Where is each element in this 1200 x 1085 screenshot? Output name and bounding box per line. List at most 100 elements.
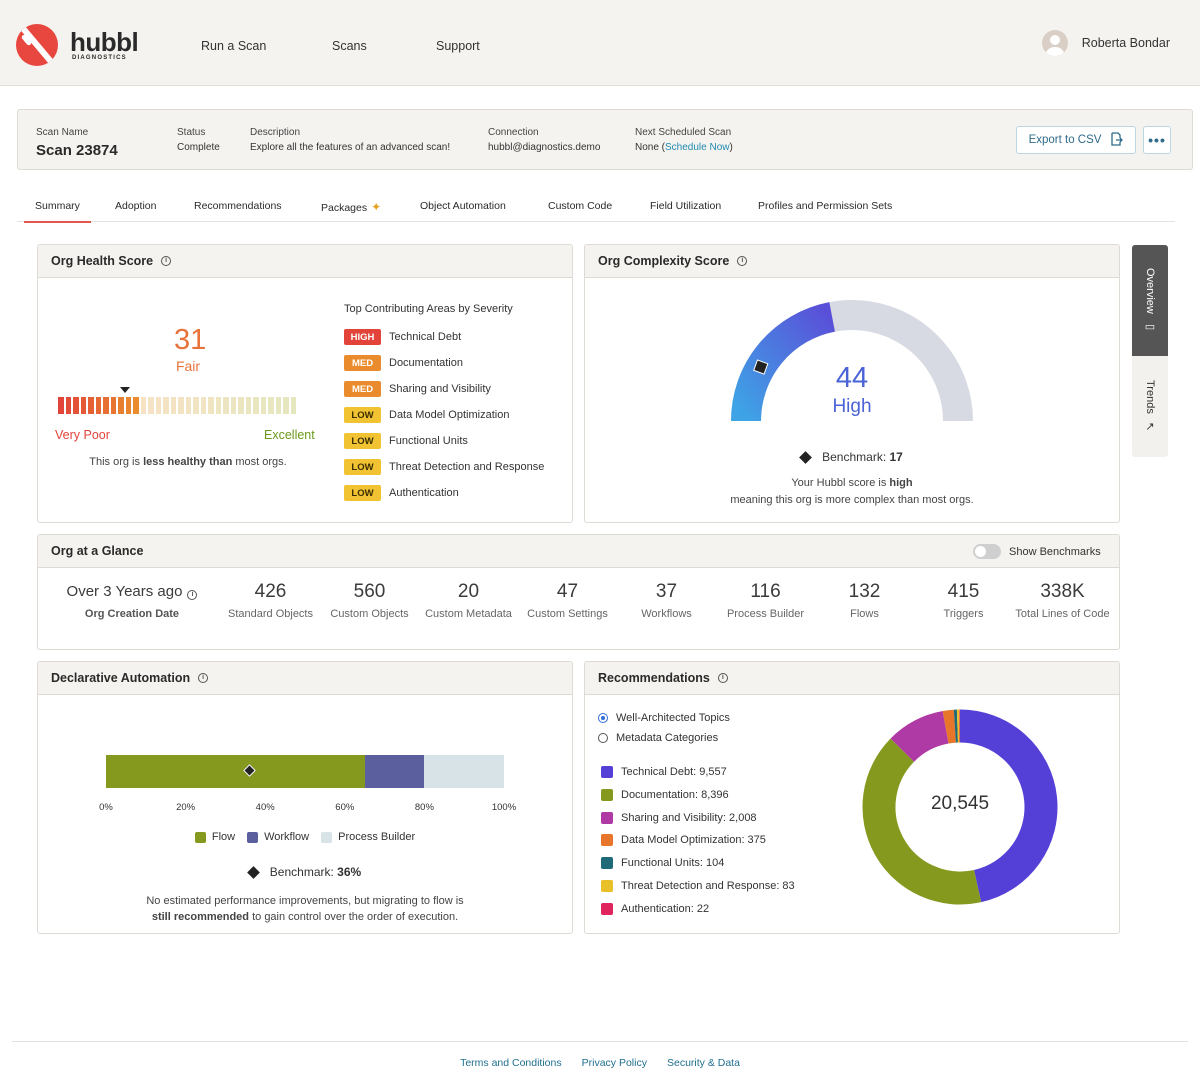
org-at-a-glance-title: Org at a Glance (51, 544, 144, 558)
legend-swatch (601, 880, 613, 892)
severity-badge: LOW (344, 485, 381, 501)
toggle-switch[interactable] (973, 544, 1001, 559)
automation-bar-segment (424, 755, 504, 788)
contributing-area-name: Data Model Optimization (389, 409, 510, 421)
health-scale-segment (125, 397, 131, 414)
privacy-link[interactable]: Privacy Policy (581, 1056, 647, 1069)
info-icon[interactable]: i (737, 256, 748, 266)
radio-button[interactable] (598, 713, 608, 723)
info-icon[interactable]: i (717, 673, 728, 683)
show-benchmarks-toggle[interactable]: Show Benchmarks (973, 544, 1101, 559)
tab-recommendations[interactable]: Recommendations (194, 200, 282, 212)
legend-label: Data Model Optimization: 375 (621, 834, 766, 847)
tab-profiles-permission-sets[interactable]: Profiles and Permission Sets (758, 200, 893, 212)
legend-label: Documentation: 8,396 (621, 788, 729, 801)
description-value: Explore all the features of an advanced … (250, 142, 451, 153)
export-csv-button[interactable]: Export to CSV (1016, 126, 1136, 154)
radio-button[interactable] (598, 733, 608, 743)
info-icon[interactable]: i (198, 673, 209, 683)
glance-stat-value: 560 (353, 581, 386, 602)
legend-swatch (247, 831, 259, 843)
tab-custom-code[interactable]: Custom Code (548, 200, 613, 212)
glance-stat-label: Flows (850, 608, 879, 620)
glance-stat-value: 415 (947, 581, 980, 602)
health-score: 31 (174, 324, 207, 356)
donut-slice (890, 711, 950, 763)
next-scan-label: Next Scheduled Scan (635, 127, 732, 138)
tab-summary[interactable]: Summary (24, 200, 91, 223)
health-scale-segment (118, 397, 124, 414)
axis-tick-label: 40% (255, 802, 275, 813)
org-creation-stat: Over 3 Years ago i Org Creation Date (56, 581, 208, 622)
radio-metadata-categories[interactable]: Metadata Categories (598, 732, 718, 744)
contributing-area-name: Functional Units (389, 435, 468, 447)
health-scale-segment (260, 397, 266, 414)
nav-support[interactable]: Support (436, 39, 480, 53)
axis-tick-label: 0% (99, 802, 113, 813)
brand-name: hubbl (70, 27, 139, 57)
health-scale-segment (283, 397, 289, 414)
axis-tick-label: 20% (176, 802, 196, 813)
side-tab-overview[interactable]: Overview ▭ (1132, 245, 1168, 356)
brand-subtitle: DIAGNOSTICS (72, 55, 127, 61)
health-scale-segment (80, 397, 86, 414)
schedule-now-link[interactable]: Schedule Now (665, 142, 730, 153)
complexity-rating: High (832, 396, 872, 417)
health-scale-segment (193, 397, 199, 414)
info-icon[interactable]: i (187, 590, 198, 600)
glance-stat: 20 Custom Metadata (419, 581, 518, 622)
health-scale-segment (58, 397, 64, 414)
contributing-area-row: LOW Authentication (344, 485, 459, 501)
health-scale-segment (103, 397, 109, 414)
overview-icon: ▭ (1144, 320, 1156, 333)
glance-stat-label: Triggers (943, 608, 984, 620)
legend-swatch (601, 811, 613, 824)
health-scale-segment (148, 397, 154, 414)
declarative-automation-title: Declarative Automation (51, 671, 191, 685)
glance-stat: 338K Total Lines of Code (1013, 581, 1112, 622)
health-scale-segment (65, 397, 71, 414)
nav-run-a-scan[interactable]: Run a Scan (201, 39, 267, 53)
org-health-title: Org Health Score (51, 254, 154, 268)
complexity-benchmark: Benchmark: 17 (585, 450, 1119, 464)
more-options-button[interactable]: ••• (1143, 126, 1171, 154)
contributing-area-row: HIGH Technical Debt (344, 329, 461, 345)
hubbl-logo[interactable]: hubbl DIAGNOSTICS (16, 24, 139, 66)
nav-scans[interactable]: Scans (332, 39, 367, 53)
glance-stat-value: 20 (457, 581, 480, 602)
health-scale-segment (73, 397, 79, 414)
recommendation-legend-item: Functional Units: 104 (601, 857, 724, 870)
sparkle-icon: ✦ (371, 200, 382, 214)
recommendations-donut-chart (862, 709, 1058, 905)
health-scale-segment (170, 397, 176, 414)
terms-link[interactable]: Terms and Conditions (460, 1056, 562, 1069)
very-poor-label: Very Poor (55, 428, 110, 442)
glance-stat: 426 Standard Objects (221, 581, 320, 622)
info-icon[interactable]: i (161, 256, 172, 266)
health-rating: Fair (175, 358, 201, 374)
contributing-area-row: MED Sharing and Visibility (344, 381, 491, 397)
glance-stat-label: Workflows (641, 608, 692, 620)
legend-swatch (601, 788, 613, 801)
legend-label: Process Builder (338, 831, 416, 843)
health-scale-segment (238, 397, 244, 414)
health-scale-segment (200, 397, 206, 414)
user-menu[interactable]: Roberta Bondar (1041, 30, 1170, 56)
security-link[interactable]: Security & Data (666, 1056, 740, 1069)
tab-packages[interactable]: Packages ✦ (321, 200, 382, 214)
recommendations-header: Recommendations i (585, 662, 1119, 695)
tab-field-utilization[interactable]: Field Utilization (650, 200, 722, 212)
recommendation-legend-item: Sharing and Visibility: 2,008 (601, 811, 757, 824)
donut-slice (862, 738, 982, 905)
health-scale-segment (245, 397, 251, 414)
benchmark-diamond-icon (246, 865, 260, 879)
tab-adoption[interactable]: Adoption (115, 200, 157, 212)
radio-well-architected[interactable]: Well-Architected Topics (598, 712, 730, 724)
legend-swatch (601, 902, 613, 915)
tab-object-automation[interactable]: Object Automation (420, 200, 506, 212)
side-tab-trends[interactable]: Trends ↗ (1132, 356, 1168, 457)
contributing-area-row: LOW Threat Detection and Response (344, 459, 544, 475)
glance-stat: 47 Custom Settings (518, 581, 617, 622)
axis-tick-label: 60% (335, 802, 355, 813)
legend-label: Workflow (264, 831, 310, 843)
